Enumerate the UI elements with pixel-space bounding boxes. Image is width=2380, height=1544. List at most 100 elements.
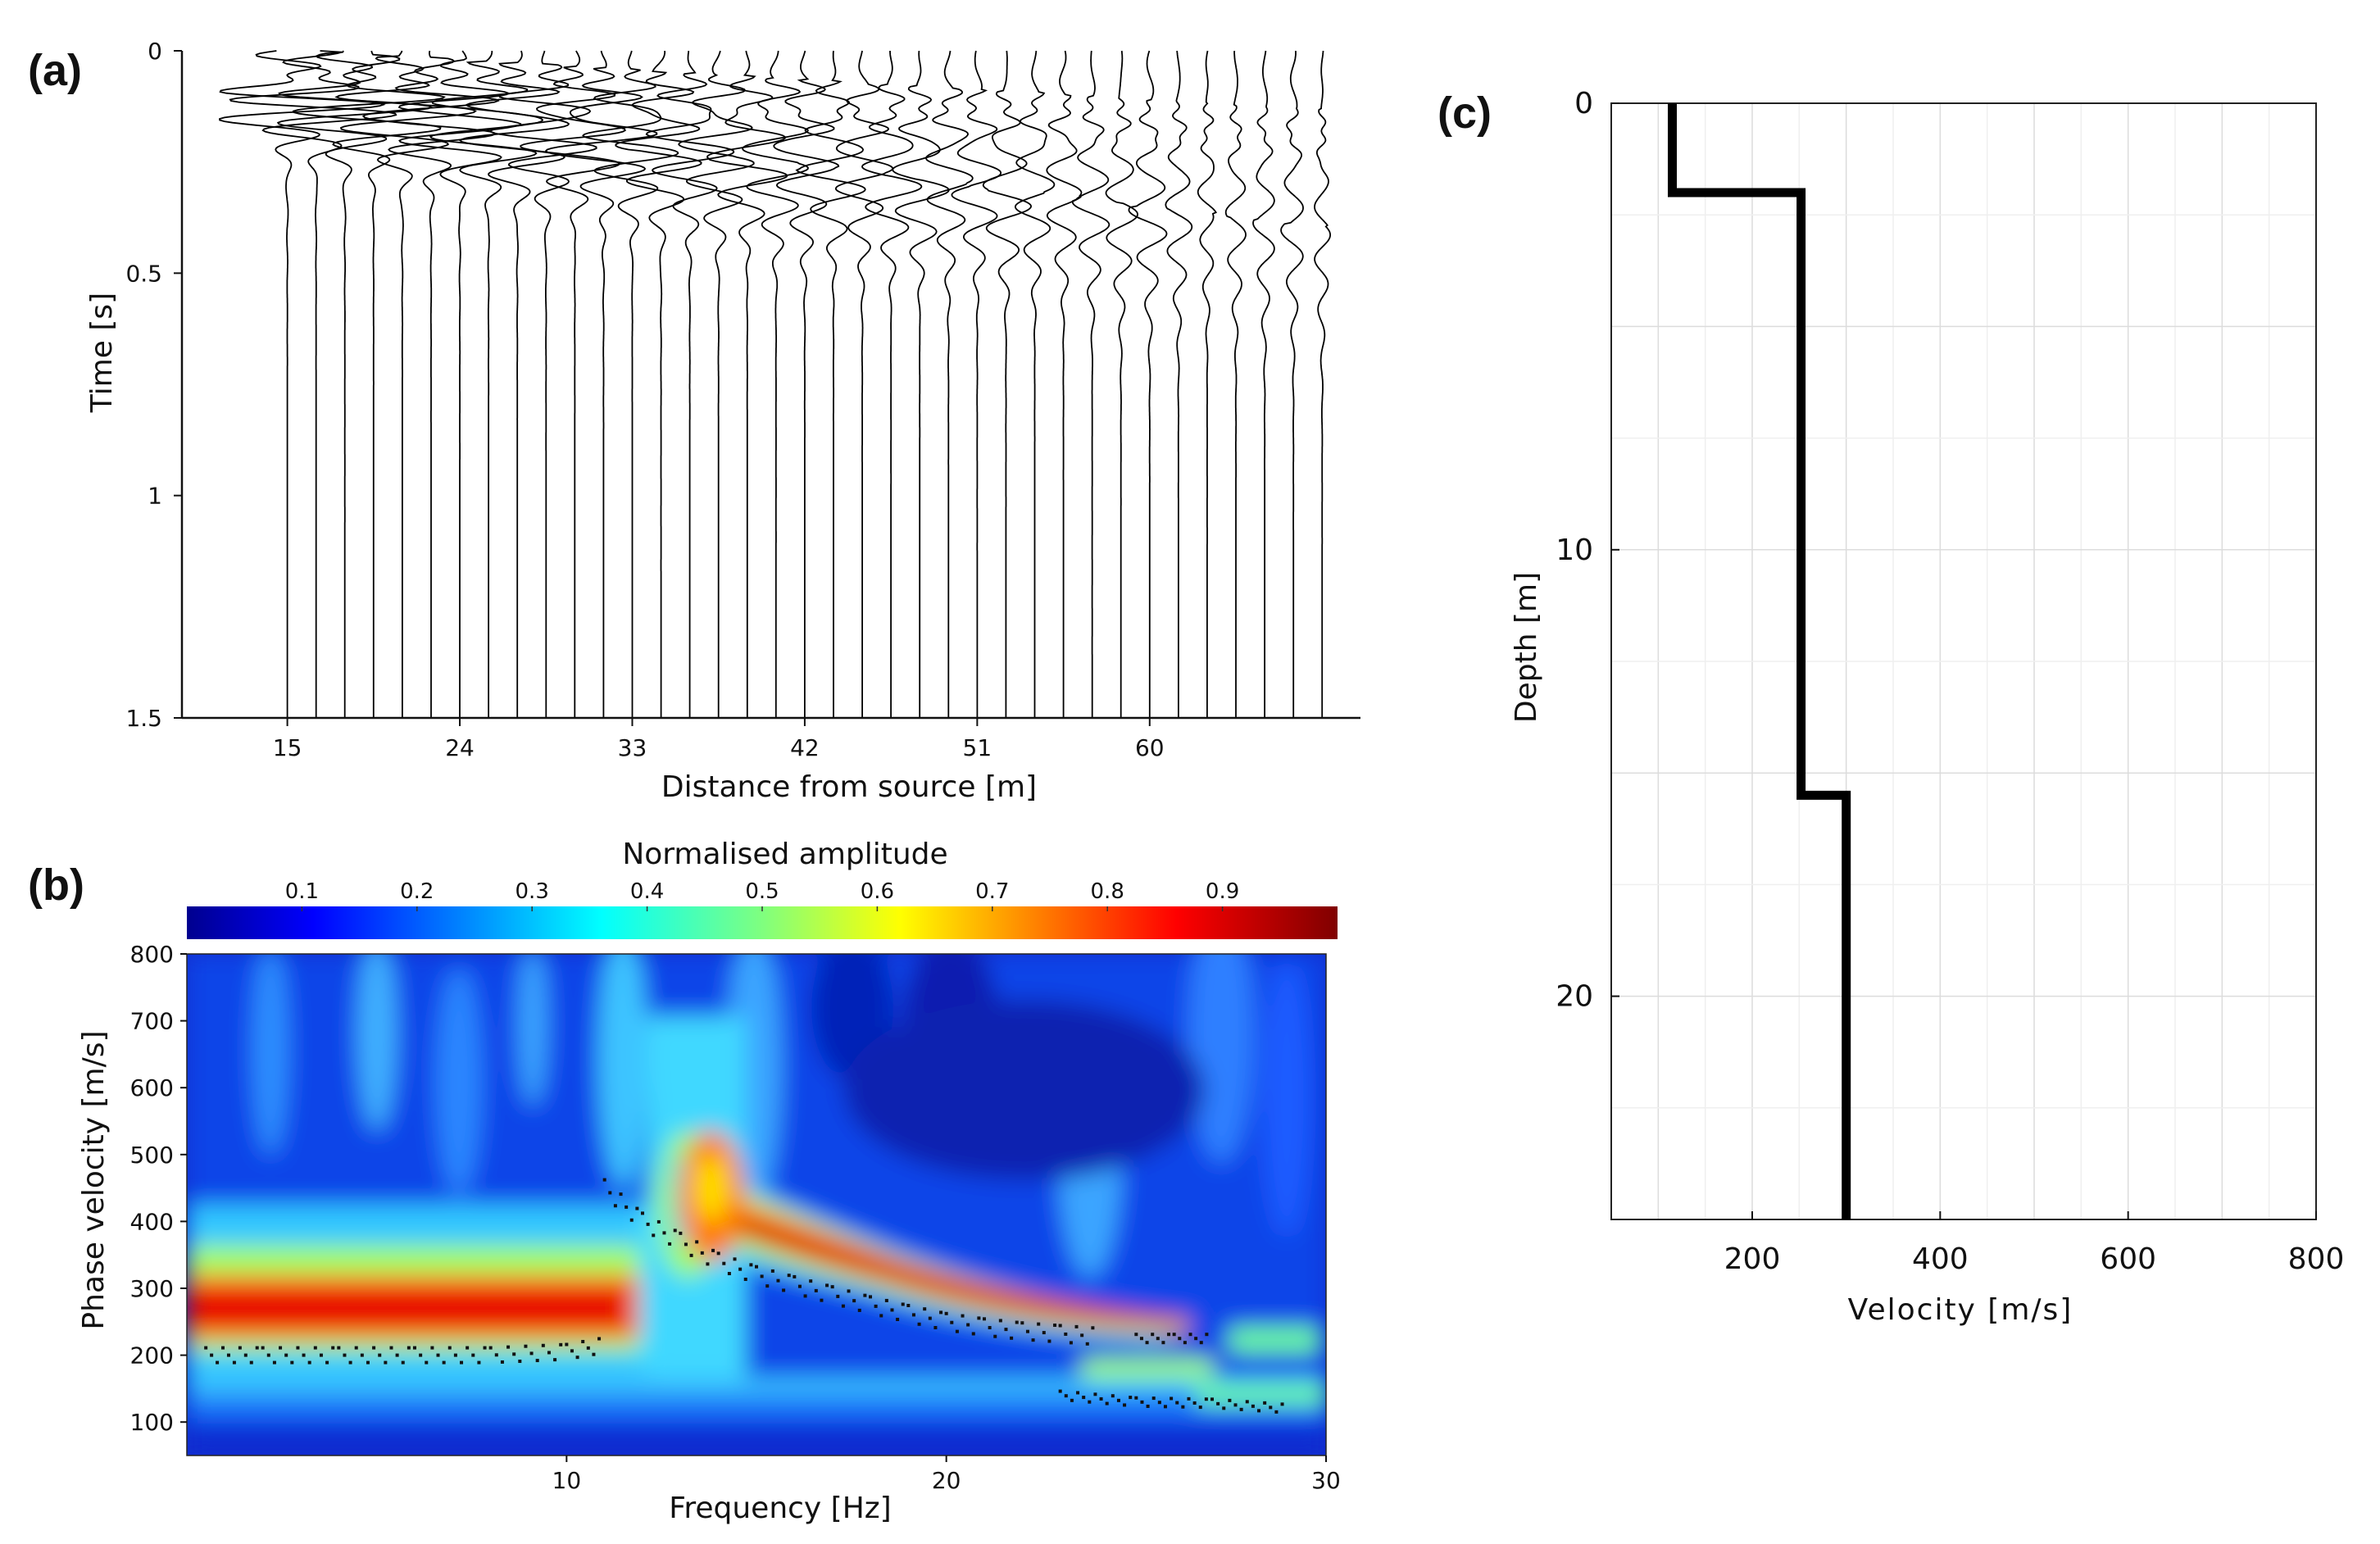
c-frame <box>1610 102 2317 1220</box>
dispersion-pick <box>541 1343 545 1347</box>
seismic-trace <box>292 50 446 718</box>
c-x-tick-label: 400 <box>1912 1242 1969 1276</box>
a-x-ticks: 15 24 33 42 51 60 <box>273 718 1165 761</box>
dispersion-pick <box>646 1222 650 1226</box>
seismic-trace <box>892 50 950 718</box>
dispersion-pick <box>389 1346 393 1350</box>
dispersion-pick <box>1145 1341 1149 1345</box>
seismic-trace <box>706 50 788 718</box>
dispersion-pick <box>401 1360 405 1365</box>
dispersion-pick <box>1069 1341 1073 1345</box>
dispersion-pick <box>296 1346 300 1350</box>
dispersion-pick <box>863 1293 867 1297</box>
dispersion-pick <box>1175 1401 1179 1405</box>
dispersion-pick <box>988 1326 992 1330</box>
b-x-ticks: 10 20 30 <box>552 1455 1341 1494</box>
b-y-axis-label: Phase velocity [m/s] <box>77 1030 111 1329</box>
dispersion-pick <box>755 1265 758 1269</box>
a-x-tick-label: 24 <box>445 734 475 761</box>
dispersion-pick <box>1146 1404 1150 1408</box>
dispersion-pick <box>1183 1341 1187 1345</box>
dispersion-pick <box>944 1311 948 1315</box>
dispersion-pick <box>226 1353 230 1357</box>
dispersion-pick <box>836 1294 840 1298</box>
dispersion-pick <box>1233 1403 1238 1407</box>
a-y-axis-label: Time [s] <box>85 293 119 413</box>
b-x-tick-label: 30 <box>1311 1467 1341 1494</box>
dispersion-pick <box>1263 1401 1267 1405</box>
dispersion-pick <box>1064 1394 1068 1398</box>
dispersion-pick <box>1269 1405 1273 1410</box>
dispersion-pick <box>814 1288 818 1292</box>
dispersion-pick <box>419 1353 423 1357</box>
dispersion-pick <box>430 1346 434 1350</box>
dispersion-pick <box>395 1353 399 1357</box>
seismic-trace <box>1224 50 1247 718</box>
dispersion-pick <box>466 1346 470 1350</box>
seismic-trace <box>773 50 840 718</box>
dispersion-pick <box>348 1360 352 1365</box>
dispersion-pick <box>939 1310 943 1315</box>
dispersion-pick <box>809 1279 813 1283</box>
dispersion-pick <box>1192 1401 1197 1405</box>
dispersion-pick <box>1239 1407 1243 1411</box>
dispersion-pick <box>384 1360 388 1365</box>
panel-b-dispersion: Normalised amplitude 0.1 0.2 0.3 0.4 0.5 0.6 0… <box>77 838 1341 1525</box>
dispersion-pick <box>830 1285 834 1289</box>
dispersion-pick <box>998 1319 1002 1323</box>
dispersion-pick <box>1085 1342 1089 1346</box>
dispersion-pick <box>290 1360 294 1365</box>
dispersion-pick <box>1105 1401 1109 1405</box>
b-y-tick-label: 100 <box>130 1409 174 1436</box>
b-y-ticks: 100 200 300 400 500 600 700 800 <box>130 941 187 1436</box>
dispersion-pick <box>689 1253 693 1257</box>
dispersion-pick <box>1074 1324 1079 1328</box>
seismic-trace <box>1197 50 1218 718</box>
colorbar-title: Normalised amplitude <box>622 838 947 871</box>
seismic-trace <box>1252 50 1275 718</box>
seismic-trace <box>1128 50 1168 718</box>
dispersion-pick <box>266 1353 270 1357</box>
b-y-tick-label: 200 <box>130 1342 174 1369</box>
dispersion-pick <box>629 1218 634 1222</box>
dispersion-pick <box>1020 1321 1024 1325</box>
dispersion-pick <box>1228 1398 1232 1402</box>
dispersion-pick <box>602 1178 606 1182</box>
dispersion-pick <box>820 1298 824 1302</box>
dispersion-pick <box>272 1360 276 1365</box>
seismic-trace <box>742 50 809 718</box>
dispersion-pick <box>307 1360 311 1365</box>
dispersion-pick <box>343 1353 347 1357</box>
colorbar-tick-label: 0.6 <box>861 879 894 904</box>
b-y-tick-label: 300 <box>130 1275 174 1302</box>
seismic-trace <box>229 50 397 718</box>
seismic-trace <box>582 50 679 718</box>
b-y-tick-label: 700 <box>130 1008 174 1035</box>
dispersion-pick <box>1167 1333 1171 1337</box>
dispersion-pick <box>749 1263 753 1267</box>
dispersion-pick <box>971 1332 975 1336</box>
seismic-trace <box>678 50 755 718</box>
seismic-trace <box>982 50 1033 718</box>
dispersion-pick <box>743 1278 747 1282</box>
dispersion-pick <box>535 1359 539 1363</box>
colorbar-tick-label: 0.7 <box>975 879 1009 904</box>
dispersion-pick <box>917 1322 921 1326</box>
dispersion-pick <box>436 1353 440 1357</box>
dispersion-pick <box>413 1346 416 1350</box>
seismic-trace <box>544 50 658 718</box>
dispersion-pick <box>1178 1337 1182 1341</box>
c-x-tick-label: 200 <box>1724 1242 1781 1276</box>
dispersion-pick <box>668 1242 672 1246</box>
c-x-tick-label: 800 <box>2288 1242 2345 1276</box>
c-y-tick-label: 0 <box>1574 87 1593 120</box>
dispersion-pick <box>1053 1324 1057 1328</box>
picked-dispersion-points <box>204 1178 1284 1414</box>
a-y-ticks: 0 0.5 1 1.5 <box>125 38 182 732</box>
seismic-trace <box>925 50 974 718</box>
dispersion-pick <box>453 1353 457 1357</box>
b-y-tick-label: 800 <box>130 941 174 968</box>
dispersion-pick <box>1091 1326 1095 1330</box>
dispersion-pick <box>581 1340 585 1344</box>
colorbar-tick-label: 0.8 <box>1091 879 1124 904</box>
